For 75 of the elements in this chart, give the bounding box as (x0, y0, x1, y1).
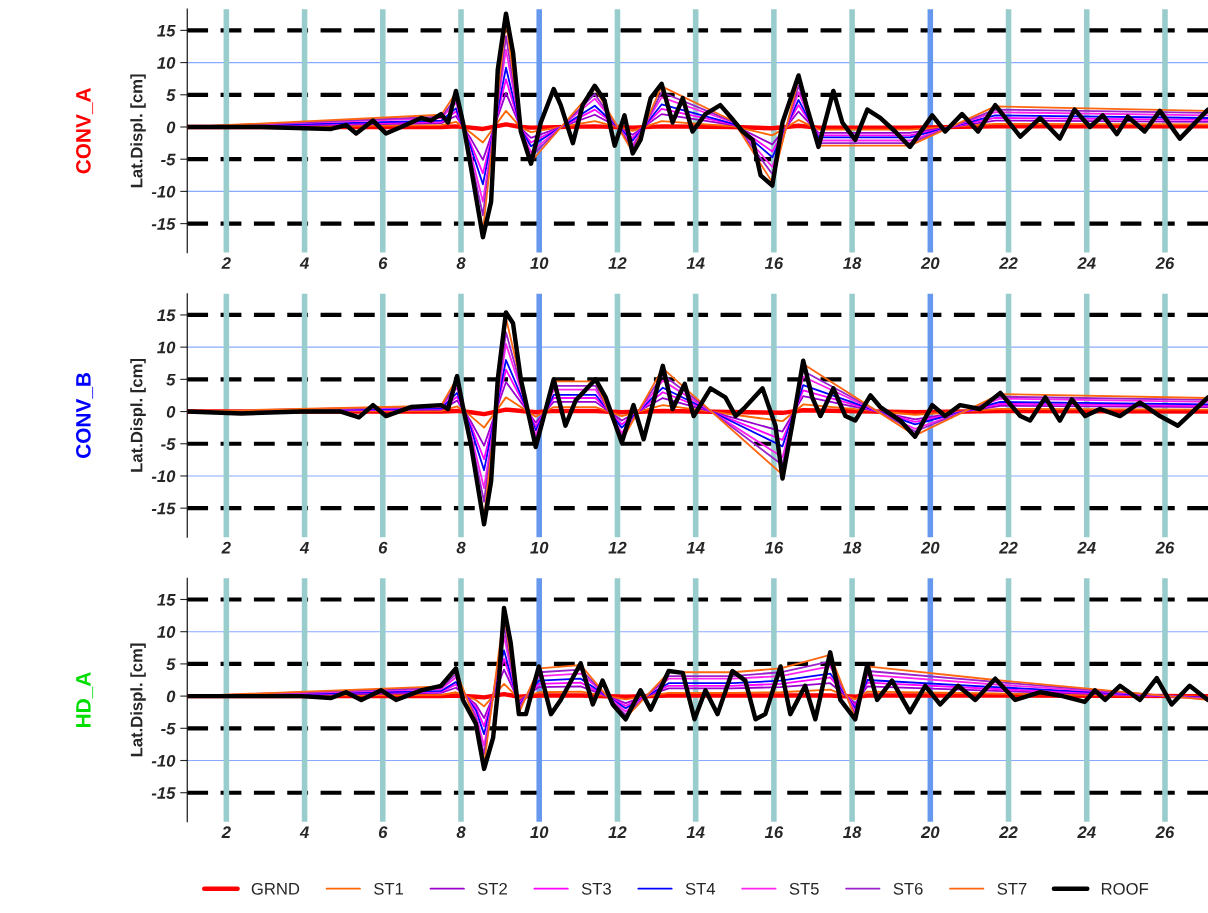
x-tick-label: 18 (843, 541, 862, 554)
x-tick-label: 10 (530, 826, 549, 839)
x-tick-label: 18 (843, 826, 862, 839)
y-tick-label: 15 (157, 309, 176, 322)
x-tick-label: 6 (378, 826, 388, 839)
y-tick-label: -5 (161, 438, 176, 450)
y-tick-label: -10 (151, 185, 176, 198)
x-tick-label: 20 (920, 257, 940, 270)
text: CONV_A (76, 88, 94, 174)
x-tick-label: 26 (1155, 257, 1175, 270)
legend-label: ST3 (581, 882, 611, 895)
y-tick-label: 0 (166, 405, 176, 418)
x-tick-label: 8 (456, 826, 466, 839)
x-tick-label: 10 (530, 257, 549, 270)
y-tick-label: 10 (157, 626, 176, 638)
x-tick-label: 4 (299, 257, 309, 269)
y-tick-label: -15 (151, 218, 176, 230)
x-tick-label: 16 (764, 257, 784, 270)
x-tick-label: 22 (999, 541, 1018, 554)
x-tick-label: 14 (686, 826, 705, 838)
x-tick-label: 6 (378, 541, 388, 554)
x-tick-label: 16 (764, 541, 784, 554)
text: CONV_B (76, 372, 94, 458)
x-tick-label: 4 (299, 541, 309, 554)
x-tick-label: 22 (999, 257, 1018, 269)
y-tick-label: -5 (161, 722, 176, 735)
legend-label: ST6 (893, 882, 923, 895)
y-tick-label: 0 (166, 690, 176, 703)
y-tick-label: 15 (157, 594, 176, 606)
y-tick-label: -15 (151, 787, 176, 799)
y-axis-title: Lat.Displ. [cm] (130, 74, 146, 188)
y-tick-label: 5 (166, 89, 176, 101)
x-tick-label: 8 (456, 257, 466, 270)
y-tick-label: -10 (151, 470, 176, 483)
x-tick-label: 12 (608, 257, 627, 269)
x-tick-label: 2 (221, 826, 231, 838)
y-tick-label: 5 (166, 373, 176, 386)
x-tick-label: 2 (221, 541, 231, 554)
y-axis-title: Lat.Displ. [cm] (130, 643, 146, 757)
y-tick-label: 0 (166, 121, 176, 134)
x-tick-label: 24 (1077, 257, 1096, 269)
x-tick-label: 2 (221, 257, 231, 269)
y-tick-label: -5 (161, 153, 176, 166)
x-tick-label: 12 (608, 541, 627, 554)
y-tick-label: 15 (157, 24, 176, 37)
x-tick-label: 6 (378, 257, 388, 270)
x-tick-label: 26 (1155, 826, 1175, 839)
legend-label: ST2 (477, 882, 507, 895)
legend-label: ROOF (1101, 882, 1149, 895)
x-tick-label: 14 (686, 541, 705, 554)
x-tick-label: 20 (920, 541, 940, 554)
x-tick-label: 24 (1077, 541, 1096, 554)
legend-label: ST5 (789, 882, 819, 895)
x-tick-label: 16 (764, 826, 784, 839)
x-tick-label: 26 (1155, 541, 1175, 554)
legend-label: ST1 (374, 882, 404, 895)
x-tick-label: 8 (456, 541, 466, 554)
legend-label: GRND (251, 882, 300, 895)
text: HD_A (76, 672, 94, 727)
x-tick-label: 14 (686, 257, 705, 269)
x-tick-label: 22 (999, 826, 1018, 838)
y-tick-label: 10 (157, 341, 176, 354)
x-tick-label: 20 (920, 826, 940, 839)
y-tick-label: 5 (166, 658, 176, 671)
y-tick-label: -10 (151, 754, 176, 767)
x-tick-label: 18 (843, 257, 862, 270)
y-tick-label: -15 (151, 502, 176, 515)
y-axis-title: Lat.Displ. [cm] (130, 358, 146, 472)
y-tick-label: 10 (157, 56, 176, 69)
x-tick-label: 4 (299, 826, 309, 838)
x-tick-label: 10 (530, 541, 549, 554)
x-tick-label: 12 (608, 826, 627, 838)
x-tick-label: 24 (1077, 826, 1096, 838)
legend-label: ST7 (997, 882, 1027, 895)
legend-label: ST4 (685, 882, 716, 895)
